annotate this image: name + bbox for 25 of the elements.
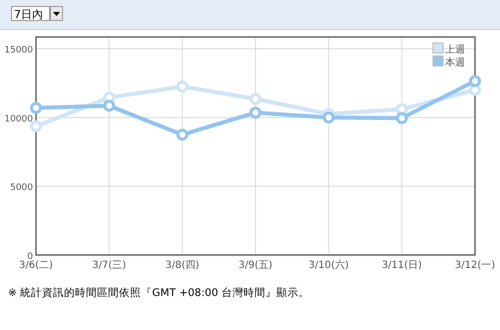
legend-label: 本週: [445, 56, 465, 68]
point: [103, 100, 116, 112]
x-tick-label: 3/8(四): [165, 260, 200, 271]
point: [469, 75, 481, 88]
point: [30, 120, 42, 132]
point: [176, 80, 188, 93]
x-tick-label: 3/6(二): [19, 260, 54, 271]
y-tick-label: 15000: [4, 46, 34, 56]
x-tick-label: 3/10(六): [308, 259, 349, 271]
x-tick-label: 3/11(日): [382, 260, 422, 271]
point: [176, 128, 188, 141]
point: [396, 103, 408, 116]
point: [250, 92, 262, 105]
x-tick-label: 3/7(三): [92, 260, 126, 271]
x-tick-label: 3/9(五): [238, 260, 273, 271]
y-tick-label: 0: [27, 252, 34, 262]
point: [30, 102, 42, 114]
y-tick-label: 10000: [4, 114, 34, 124]
point: [250, 106, 262, 119]
legend-label: 上週: [445, 44, 465, 56]
x-tick-label: 3/12(一): [454, 260, 496, 271]
point: [396, 112, 408, 124]
point: [322, 111, 335, 124]
y-tick-label: 5000: [10, 183, 34, 194]
text: ※ 統計資訊的時間區間依照『GMT +08:00 台灣時間』顯示。: [8, 286, 310, 299]
